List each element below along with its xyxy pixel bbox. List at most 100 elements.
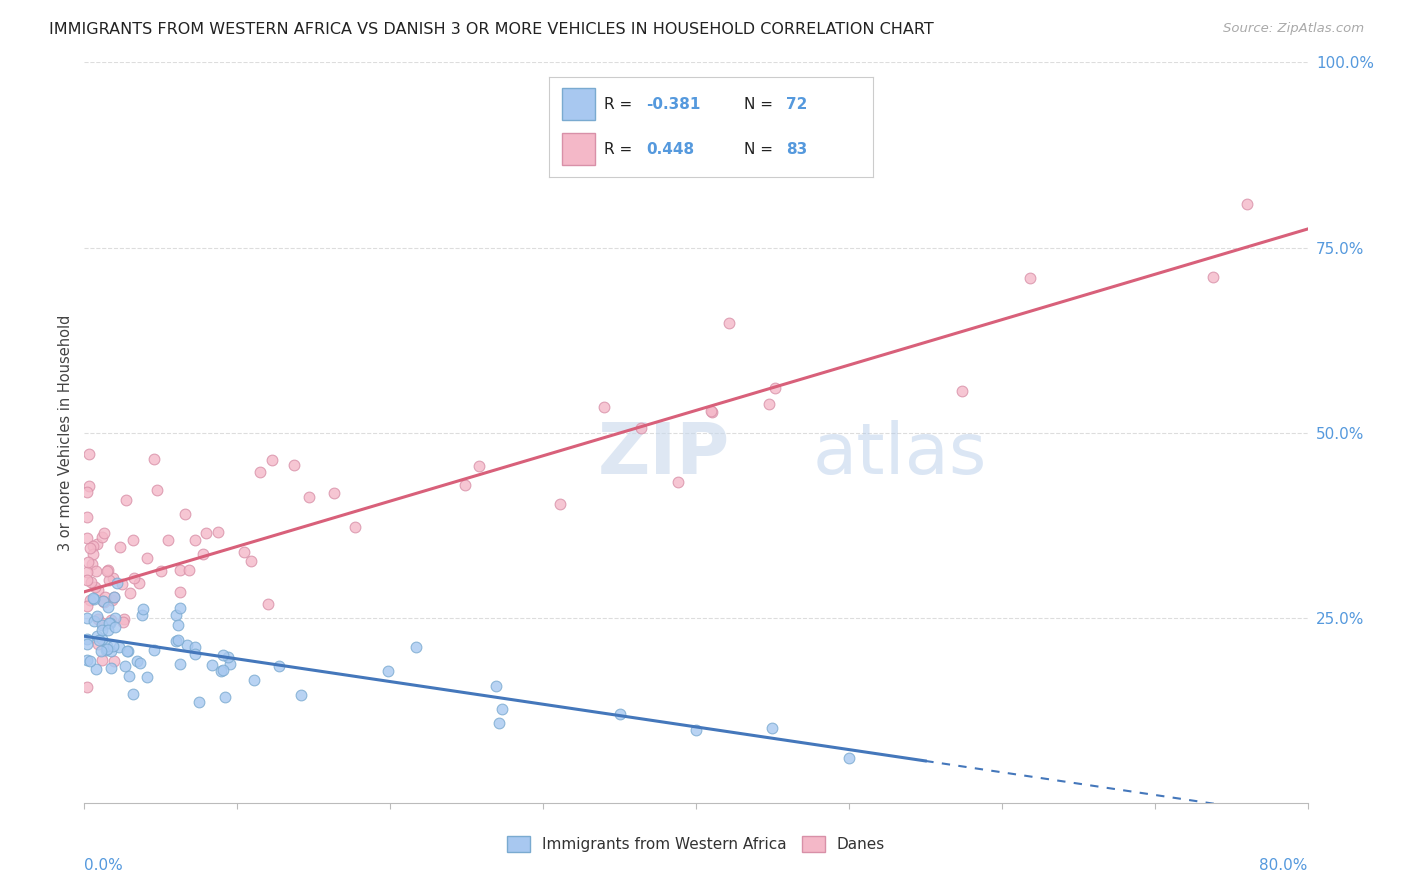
Point — [150, 564, 173, 578]
Point — [93, 595, 115, 609]
Point — [82, 539, 104, 553]
Point — [1236, 196, 1258, 211]
Point — [488, 716, 510, 731]
Point — [136, 550, 159, 565]
Point — [177, 563, 200, 577]
Point — [76, 510, 98, 524]
Point — [97, 573, 120, 587]
Point — [167, 617, 190, 632]
Point — [90, 644, 112, 658]
Point — [184, 640, 207, 655]
Point — [100, 593, 122, 607]
Point — [323, 486, 346, 500]
Point — [79, 541, 101, 556]
Point — [86, 608, 108, 623]
Point — [91, 593, 114, 607]
Point — [104, 620, 127, 634]
Point — [117, 644, 139, 658]
Point — [1201, 270, 1223, 285]
Point — [100, 643, 122, 657]
Point — [98, 616, 121, 631]
Point — [77, 479, 100, 493]
Point — [298, 490, 321, 504]
Point — [93, 526, 115, 541]
Text: Source: ZipAtlas.com: Source: ZipAtlas.com — [1223, 22, 1364, 36]
Point — [87, 633, 110, 648]
Point — [91, 615, 114, 630]
Point — [468, 459, 491, 474]
Point — [184, 533, 207, 548]
Point — [103, 590, 125, 604]
Point — [193, 547, 215, 561]
Point — [90, 530, 112, 544]
Point — [128, 576, 150, 591]
Point — [491, 702, 513, 716]
Point — [249, 465, 271, 479]
Point — [90, 632, 112, 647]
Point — [115, 492, 138, 507]
Point — [685, 723, 707, 738]
Point — [86, 629, 108, 643]
Point — [232, 545, 254, 559]
Point — [103, 571, 125, 585]
Point — [100, 661, 122, 675]
Point — [169, 585, 191, 599]
Point — [131, 602, 153, 616]
Point — [80, 574, 103, 589]
Point — [173, 507, 195, 521]
Point — [131, 608, 153, 623]
Point — [127, 653, 149, 667]
Point — [118, 669, 141, 683]
Point — [76, 573, 98, 587]
Point — [82, 591, 104, 605]
Point — [79, 654, 101, 668]
Point — [112, 612, 135, 626]
Point — [283, 458, 305, 472]
Point — [100, 613, 122, 627]
Point — [98, 615, 121, 630]
Point — [630, 421, 652, 435]
Point — [262, 453, 284, 467]
Point — [77, 447, 100, 461]
Point — [454, 477, 477, 491]
Point — [763, 381, 786, 395]
Point — [118, 586, 141, 600]
Point — [90, 653, 112, 667]
Point — [87, 612, 110, 626]
Legend: Immigrants from Western Africa, Danes: Immigrants from Western Africa, Danes — [501, 830, 891, 858]
Point — [212, 648, 235, 662]
Point — [257, 597, 280, 611]
Point — [80, 557, 103, 571]
Point — [239, 554, 262, 568]
Text: 0.0%: 0.0% — [84, 858, 124, 873]
Point — [96, 642, 118, 657]
Point — [96, 564, 118, 578]
Point — [209, 664, 232, 678]
Point — [666, 475, 689, 490]
Point — [76, 653, 98, 667]
Point — [1018, 271, 1040, 285]
Point — [212, 663, 235, 677]
Point — [84, 662, 107, 676]
Point — [114, 658, 136, 673]
Point — [115, 644, 138, 658]
Point — [592, 401, 614, 415]
Point — [184, 648, 207, 662]
Point — [165, 634, 187, 648]
Point — [94, 590, 117, 604]
Point — [76, 637, 98, 651]
Point — [548, 497, 571, 511]
Point — [169, 600, 191, 615]
Point — [700, 403, 723, 417]
Point — [87, 583, 110, 598]
Point — [219, 657, 242, 671]
Point — [838, 751, 860, 765]
Point — [176, 638, 198, 652]
Point — [84, 564, 107, 578]
Point — [214, 690, 236, 705]
Point — [76, 485, 98, 500]
Point — [124, 570, 146, 584]
Point — [188, 695, 211, 709]
Point — [76, 681, 98, 695]
Point — [76, 610, 98, 624]
